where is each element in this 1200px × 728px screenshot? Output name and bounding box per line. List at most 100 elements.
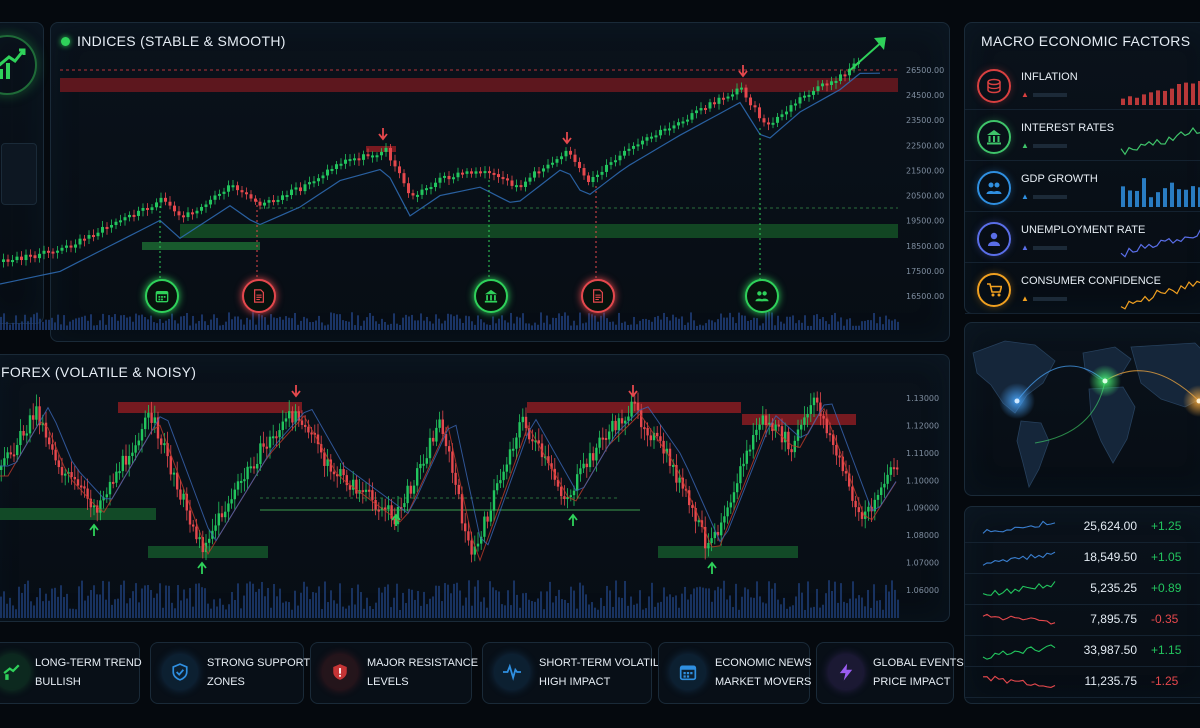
- legend-card-trend-up[interactable]: LONG-TERM TREND BULLISH: [0, 642, 142, 704]
- forex-volume-bar: [789, 606, 791, 618]
- indices-candle: [245, 192, 248, 195]
- event-marker-bank-icon[interactable]: [474, 279, 508, 313]
- forex-candle: [6, 452, 9, 459]
- ticker-value: 18,549.50: [1083, 550, 1137, 564]
- ticker-row[interactable]: 11,235.75 -1.25: [965, 666, 1200, 698]
- forex-candle: [169, 456, 172, 475]
- event-marker-people-icon[interactable]: [745, 279, 779, 313]
- legend-card-shield-alert[interactable]: MAJOR RESISTANCE LEVELS: [310, 642, 478, 704]
- event-marker-news-doc-icon[interactable]: [242, 279, 276, 313]
- forex-candle: [300, 420, 304, 425]
- forex-candle: [662, 440, 665, 454]
- forex-volume-bar: [477, 580, 479, 618]
- forex-volume-bar: [66, 593, 68, 618]
- forex-candle: [460, 494, 464, 524]
- forex-candle: [659, 436, 662, 441]
- indices-candle: [47, 250, 50, 253]
- volume-bar: [882, 324, 884, 330]
- volume-bar: [495, 323, 497, 330]
- volume-bar: [177, 323, 179, 330]
- forex-candle: [16, 445, 19, 456]
- volume-bar: [360, 325, 362, 330]
- indices-candle: [96, 232, 100, 237]
- legend-card-lightning[interactable]: GLOBAL EVENTS PRICE IMPACT: [816, 642, 964, 704]
- forex-volume-bar: [621, 597, 623, 618]
- volume-bar: [657, 315, 659, 330]
- forex-volume-bar: [36, 597, 38, 618]
- indices-candle: [722, 97, 725, 100]
- forex-volume-bar: [189, 588, 191, 618]
- forex-candle: [83, 486, 86, 489]
- macro-sparkline: [1120, 229, 1200, 258]
- ticker-row[interactable]: 18,549.50 +1.05: [965, 542, 1200, 574]
- forex-candle: [310, 432, 313, 435]
- macro-row[interactable]: INTEREST RATES ▲: [965, 112, 1200, 161]
- indices-candle: [587, 175, 590, 183]
- forex-volume-bar: [735, 583, 737, 618]
- forex-candle: [163, 443, 166, 446]
- indices-candle: [474, 171, 478, 174]
- ticker-sparkline: [982, 644, 1056, 660]
- forex-volume-bar: [450, 593, 452, 618]
- forex-volume-bar: [186, 598, 188, 618]
- volume-bar: [33, 314, 35, 330]
- volume-bar: [861, 321, 863, 330]
- ticker-row[interactable]: 33,987.50 +1.15: [965, 635, 1200, 667]
- forex-candle: [499, 480, 502, 484]
- volume-bar: [312, 321, 314, 330]
- indices-candle: [834, 80, 838, 83]
- event-marker-news-doc-icon[interactable]: [581, 279, 615, 313]
- forex-volume-bar: [504, 605, 506, 618]
- forex-candle: [880, 487, 883, 495]
- legend-subtitle: ZONES: [207, 676, 245, 688]
- forex-support-band: [0, 508, 156, 520]
- volume-bar: [717, 319, 719, 330]
- volume-bar: [483, 322, 485, 330]
- legend-card-pulse[interactable]: SHORT-TERM VOLATILITY HIGH IMPACT: [482, 642, 676, 704]
- forex-candle: [534, 440, 537, 443]
- indices-candle: [366, 154, 370, 157]
- macro-row[interactable]: UNEMPLOYMENT RATE ▲: [965, 214, 1200, 263]
- forex-candle: [355, 479, 358, 494]
- volume-bar: [222, 324, 224, 330]
- forex-volume-bar: [60, 585, 62, 618]
- forex-candle: [448, 446, 451, 452]
- forex-volume-bar: [660, 601, 662, 618]
- forex-candle: [726, 507, 729, 517]
- ticker-row[interactable]: 7,895.75 -0.35: [965, 604, 1200, 636]
- volume-bar: [843, 325, 845, 330]
- volume-bar: [102, 313, 104, 330]
- ticker-row[interactable]: 5,235.25 +0.89: [965, 573, 1200, 605]
- forex-volume-bar: [198, 583, 200, 618]
- volume-bar: [567, 315, 569, 330]
- forex-volume-bar: [582, 585, 584, 618]
- forex-volume-bar: [576, 608, 578, 618]
- world-map-panel: [964, 322, 1200, 496]
- volume-bar: [552, 317, 554, 330]
- volume-bar: [432, 323, 434, 330]
- volume-bar: [810, 325, 812, 330]
- volume-bar: [435, 314, 437, 330]
- forex-volume-bar: [486, 607, 488, 618]
- forex-volume-bar: [45, 593, 47, 618]
- event-marker-calendar-icon[interactable]: [145, 279, 179, 313]
- forex-candle: [809, 405, 812, 414]
- ticker-row[interactable]: 25,624.00 +1.25: [965, 511, 1200, 543]
- forex-volume-bar: [384, 586, 386, 618]
- macro-row[interactable]: GDP GROWTH ▲: [965, 163, 1200, 212]
- legend-card-shield-check[interactable]: STRONG SUPPORT ZONES: [150, 642, 310, 704]
- forex-candle: [192, 524, 195, 527]
- legend-card-calendar[interactable]: ECONOMIC NEWS MARKET MOVERS: [658, 642, 812, 704]
- forex-candle: [115, 471, 118, 483]
- trend-summary-card: [0, 22, 44, 324]
- macro-row[interactable]: INFLATION ▲: [965, 61, 1200, 110]
- volume-bar: [408, 316, 410, 330]
- forex-volume-bar: [63, 597, 65, 618]
- forex-candle: [361, 490, 364, 493]
- forex-candle: [595, 447, 598, 461]
- forex-candle: [140, 429, 144, 441]
- macro-row[interactable]: CONSUMER CONFIDENCE ▲: [965, 265, 1200, 314]
- forex-volume-bar: [228, 604, 230, 618]
- forex-volume-bar: [231, 591, 233, 618]
- indices-candle: [443, 175, 446, 178]
